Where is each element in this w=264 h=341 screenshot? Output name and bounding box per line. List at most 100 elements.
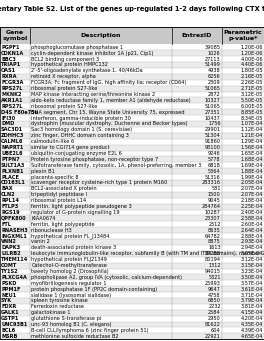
Bar bbox=[0, 74, 264, 80]
Bar bbox=[0, 180, 264, 186]
Text: 23307: 23307 bbox=[205, 216, 221, 221]
Text: 1.21E-04: 1.21E-04 bbox=[241, 133, 263, 138]
Text: ribonuclease H3: ribonuclease H3 bbox=[31, 228, 72, 233]
Text: hypothetical protein FLJ21349: hypothetical protein FLJ21349 bbox=[31, 257, 107, 262]
Text: Protein tyrosine phosphatase, non-receptor type 7: Protein tyrosine phosphatase, non-recept… bbox=[31, 157, 159, 162]
Bar bbox=[0, 304, 264, 310]
Text: 2'-5'-oligoadenylate synthetase 1, 40/46kDa: 2'-5'-oligoadenylate synthetase 1, 40/46… bbox=[31, 69, 143, 73]
Bar bbox=[0, 239, 264, 245]
Text: 2872: 2872 bbox=[208, 92, 221, 97]
Text: Sulfotransferase family, cytosolic, 1A, phenol-preferring, member 3: Sulfotransferase family, cytosolic, 1A, … bbox=[31, 163, 202, 168]
Text: retinoid X receptor, alpha: retinoid X receptor, alpha bbox=[31, 74, 96, 79]
Text: 5.50E-05: 5.50E-05 bbox=[241, 98, 263, 103]
Text: 284764: 284764 bbox=[202, 204, 221, 209]
Text: Parametric
p-value*: Parametric p-value* bbox=[224, 30, 262, 41]
Bar bbox=[0, 298, 264, 304]
Text: 3.12E-04: 3.12E-04 bbox=[241, 257, 263, 262]
Text: 283316: 283316 bbox=[202, 180, 221, 186]
Text: unc-93 homolog B1 (C. elegans): unc-93 homolog B1 (C. elegans) bbox=[31, 322, 112, 327]
Bar bbox=[0, 98, 264, 103]
Text: 94015: 94015 bbox=[205, 269, 221, 274]
Text: 10437: 10437 bbox=[205, 116, 221, 121]
Bar bbox=[0, 257, 264, 263]
Bar bbox=[0, 168, 264, 174]
Text: VNN2: VNN2 bbox=[1, 239, 17, 244]
Text: MKNK2: MKNK2 bbox=[1, 92, 22, 97]
Bar bbox=[0, 286, 264, 292]
Text: 4.00E-06: 4.00E-06 bbox=[240, 57, 263, 62]
Text: BBC3: BBC3 bbox=[1, 57, 16, 62]
Text: 3.79E-04: 3.79E-04 bbox=[241, 298, 263, 303]
Text: plexin B1: plexin B1 bbox=[31, 169, 55, 174]
Bar bbox=[0, 275, 264, 280]
Text: 3.71E-04: 3.71E-04 bbox=[241, 293, 263, 298]
Text: 6.00E-05: 6.00E-05 bbox=[240, 104, 263, 109]
Bar bbox=[0, 157, 264, 162]
Text: GALK1: GALK1 bbox=[1, 310, 20, 315]
Text: 2.94E-04: 2.94E-04 bbox=[241, 246, 263, 250]
Text: ubiquitin-conjugating enzyme E2L 6: ubiquitin-conjugating enzyme E2L 6 bbox=[31, 151, 122, 156]
Text: Sac3 homology domain 1 (S. cerevisiae): Sac3 homology domain 1 (S. cerevisiae) bbox=[31, 128, 133, 132]
Text: 4.20E-04: 4.20E-04 bbox=[241, 316, 263, 321]
Text: zinc finger, DHHC domain containing 3: zinc finger, DHHC domain containing 3 bbox=[31, 133, 129, 138]
Text: RPS27L: RPS27L bbox=[1, 86, 22, 91]
Text: Gene
symbol: Gene symbol bbox=[3, 30, 28, 41]
Text: SYK: SYK bbox=[1, 298, 12, 303]
Text: 2.71E-05: 2.71E-05 bbox=[241, 86, 263, 91]
Text: Catechol-O-methyltransferase: Catechol-O-methyltransferase bbox=[31, 263, 107, 268]
Text: UNC93B1: UNC93B1 bbox=[1, 322, 27, 327]
Text: SAC3D1: SAC3D1 bbox=[1, 128, 23, 132]
Text: MAP kinase interacting serine/threonine kinase 2: MAP kinase interacting serine/threonine … bbox=[31, 92, 155, 97]
Text: AKR1A1: AKR1A1 bbox=[1, 98, 23, 103]
Text: PSKD: PSKD bbox=[1, 281, 16, 286]
Text: FTL: FTL bbox=[1, 222, 11, 227]
Bar bbox=[0, 204, 264, 209]
Bar bbox=[0, 322, 264, 327]
Text: 5778: 5778 bbox=[208, 157, 221, 162]
Text: similar to CGI714 gene product: similar to CGI714 gene product bbox=[31, 145, 110, 150]
Text: 39085: 39085 bbox=[205, 45, 221, 50]
Bar bbox=[0, 121, 264, 127]
Bar bbox=[0, 280, 264, 286]
Text: 81622: 81622 bbox=[205, 322, 221, 327]
Bar bbox=[0, 263, 264, 268]
Text: 64782: 64782 bbox=[205, 234, 221, 239]
Text: TY1S2: TY1S2 bbox=[1, 269, 19, 274]
Text: 2.26E-05: 2.26E-05 bbox=[241, 80, 263, 85]
Text: D4S F80e75u: D4S F80e75u bbox=[1, 110, 38, 115]
Text: hypothetical protein HMPC132: hypothetical protein HMPC132 bbox=[31, 62, 108, 68]
Text: 2.07E-04: 2.07E-04 bbox=[241, 187, 263, 191]
Text: 1.07E-04: 1.07E-04 bbox=[241, 121, 263, 127]
Bar bbox=[0, 56, 264, 62]
Text: ferritin, light polypeptide pseudogene 3: ferritin, light polypeptide pseudogene 3 bbox=[31, 204, 132, 209]
Bar bbox=[0, 216, 264, 221]
Text: MSRB: MSRB bbox=[1, 334, 17, 339]
Text: 3.61E-04: 3.61E-04 bbox=[241, 287, 263, 292]
Bar bbox=[0, 150, 264, 157]
Text: FTLP3: FTLP3 bbox=[1, 204, 18, 209]
Bar bbox=[0, 327, 264, 333]
Text: 25993: 25993 bbox=[205, 281, 221, 286]
Text: calmodulin-like 6: calmodulin-like 6 bbox=[31, 139, 75, 144]
Text: 8.85E-05: 8.85E-05 bbox=[241, 110, 263, 115]
Text: 93100: 93100 bbox=[205, 145, 221, 150]
Text: 4.65E-04: 4.65E-04 bbox=[241, 334, 263, 339]
Text: BCL6: BCL6 bbox=[1, 328, 15, 333]
Text: aldo-keto reductase family 1, member A1 (aldehyde reductase): aldo-keto reductase family 1, member A1 … bbox=[31, 98, 191, 103]
Text: 2.58E-04: 2.58E-04 bbox=[241, 216, 263, 221]
Bar bbox=[0, 145, 264, 150]
Bar bbox=[0, 103, 264, 109]
Text: 2950: 2950 bbox=[208, 316, 221, 321]
Text: B-cell CLL/lymphoma 6 (zinc finger protein 51): B-cell CLL/lymphoma 6 (zinc finger prote… bbox=[31, 328, 149, 333]
Text: 2584: 2584 bbox=[208, 310, 221, 315]
Text: NAPRT1: NAPRT1 bbox=[1, 145, 23, 150]
Bar bbox=[0, 115, 264, 121]
Text: 1.68E-04: 1.68E-04 bbox=[241, 157, 263, 162]
Bar bbox=[0, 27, 264, 44]
Text: 3.23E-04: 3.23E-04 bbox=[241, 269, 263, 274]
Text: 8635: 8635 bbox=[208, 228, 221, 233]
Text: CALML6: CALML6 bbox=[1, 139, 23, 144]
Text: DAPK3: DAPK3 bbox=[1, 246, 20, 250]
Text: regulator of G-protein signalling 19: regulator of G-protein signalling 19 bbox=[31, 210, 120, 215]
Text: 1.20E-06: 1.20E-06 bbox=[241, 45, 263, 50]
